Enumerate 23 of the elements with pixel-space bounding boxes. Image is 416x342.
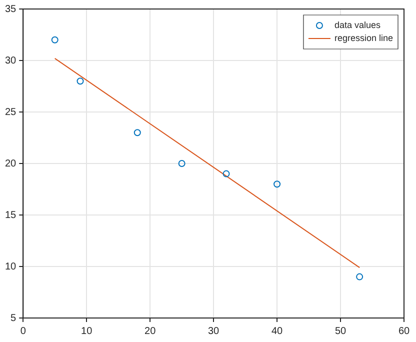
point [356,273,364,280]
y-tick-label: 35 [5,4,17,15]
y-tick-label: 25 [5,106,17,118]
legend-label: regression line [334,32,393,43]
point [274,180,281,188]
y-tick-label: 5 [10,312,17,324]
point [178,160,186,167]
x-tick-label: 40 [271,326,284,337]
x-tick-label: 20 [144,326,156,337]
x-tick-label: 30 [208,326,220,337]
y-tick-label: 10 [5,261,17,272]
y-tick-label: 30 [5,55,17,66]
point [76,78,84,85]
point [51,36,58,44]
point [222,170,230,178]
x-tick-label: 10 [81,326,93,337]
y-tick-label: 20 [5,158,17,170]
legend-label: data values [334,20,381,30]
y-tick-label: 15 [5,210,17,221]
x-tick-label: 60 [398,326,410,337]
x-tick-label: 0 [20,326,26,337]
x-tick-label: 50 [334,326,347,337]
point [134,129,141,136]
